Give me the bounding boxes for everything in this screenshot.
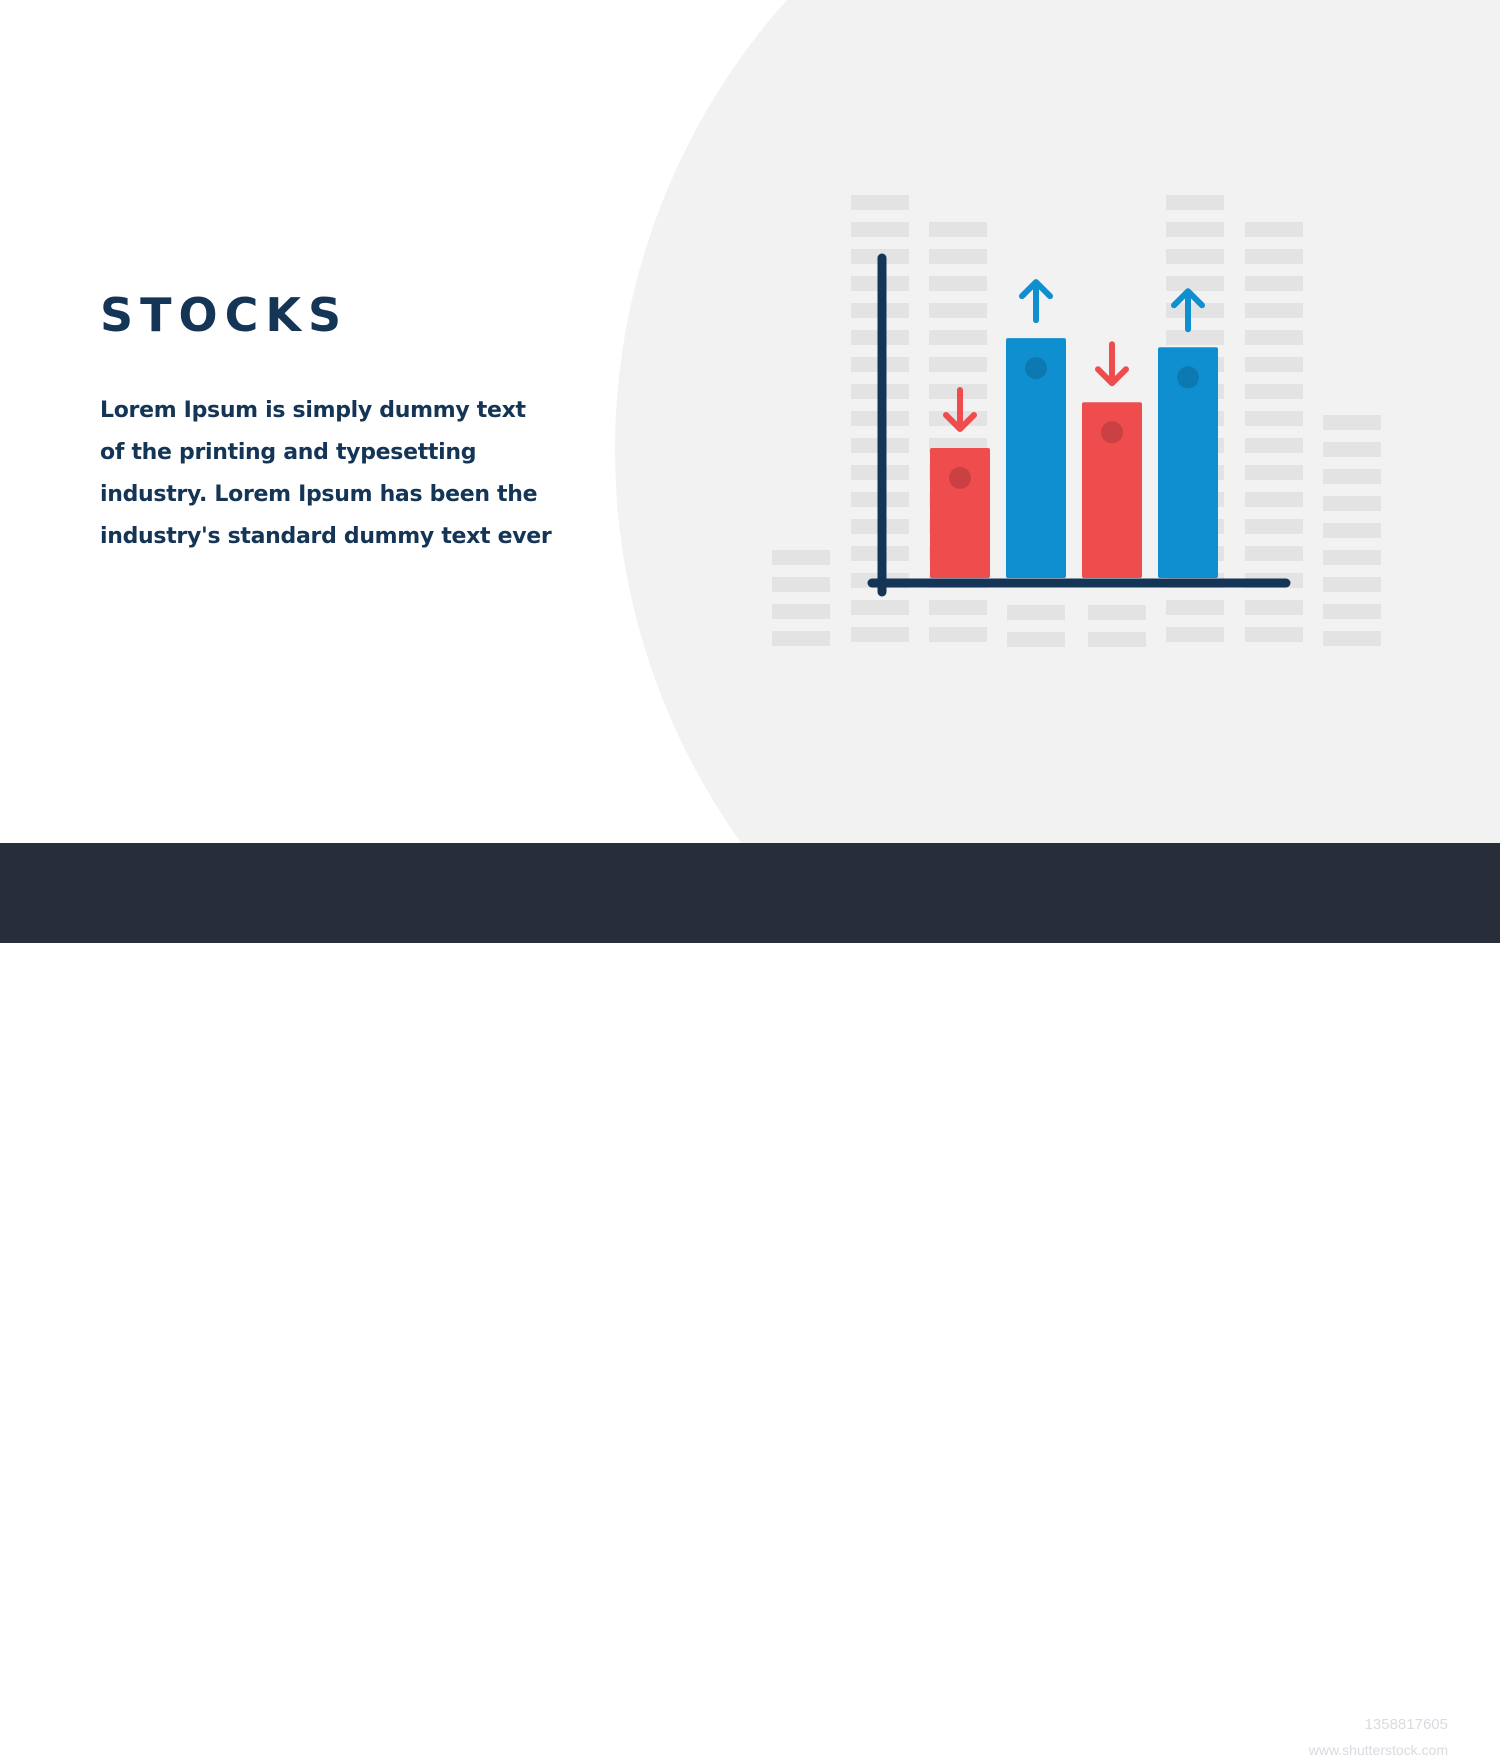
image-id-value: 1358817605	[1364, 1716, 1448, 1733]
background-stripe	[1323, 631, 1381, 646]
arrow-down-icon	[1095, 341, 1129, 387]
background-stripe	[851, 627, 909, 642]
bar-chart-illustration	[772, 195, 1381, 647]
background-stripe	[1323, 577, 1381, 592]
background-stripe	[1245, 411, 1303, 426]
background-stripe	[772, 631, 830, 646]
background-stripe	[1166, 600, 1224, 615]
image-id-label: IMAGE ID:	[1287, 1716, 1361, 1733]
background-stripe	[1166, 249, 1224, 264]
background-stripe	[1245, 627, 1303, 642]
website: www.shutterstock.com	[1308, 1742, 1448, 1758]
bar-monero	[1158, 347, 1218, 578]
illustration: STOCKS Lorem Ipsum is simply dummy text …	[0, 0, 1500, 843]
arrow-down-icon	[943, 386, 977, 432]
background-stripe	[929, 249, 987, 264]
background-stripe	[929, 330, 987, 345]
background-stripe	[1245, 222, 1303, 237]
background-stripe	[1007, 632, 1065, 647]
description: Lorem Ipsum is simply dummy text of the …	[100, 390, 580, 558]
background-stripe	[1245, 519, 1303, 534]
background-stripe	[1088, 605, 1146, 620]
background-stripe	[929, 276, 987, 291]
background-stripe	[929, 600, 987, 615]
background-stripe	[1245, 546, 1303, 561]
background-stripe	[1323, 550, 1381, 565]
image-id: IMAGE ID: 1358817605	[1287, 1716, 1448, 1733]
bar-zcash	[1082, 402, 1142, 578]
background-stripe	[1323, 442, 1381, 457]
background-stripe	[1166, 222, 1224, 237]
background-stripe	[1166, 627, 1224, 642]
bitcoin-icon	[1025, 357, 1047, 380]
background-stripe	[772, 604, 830, 619]
description-line: industry's standard dummy text ever	[100, 524, 552, 549]
page-title: STOCKS	[100, 288, 349, 342]
shutterstock-logo: shutterstock	[53, 1710, 313, 1762]
bar-bitcoin	[1006, 338, 1066, 578]
monero-icon	[1177, 366, 1199, 389]
background-stripe	[1245, 384, 1303, 399]
background-stripe	[1166, 276, 1224, 291]
background-stripe	[1245, 330, 1303, 345]
background-stripe	[1245, 465, 1303, 480]
background-stripe	[851, 222, 909, 237]
background-stripe	[929, 222, 987, 237]
background-stripe	[851, 600, 909, 615]
background-stripe	[1323, 604, 1381, 619]
background-stripe	[929, 627, 987, 642]
background-stripe	[929, 357, 987, 372]
background-stripe	[1323, 469, 1381, 484]
footer: shutterstock IMAGE ID: 1358817605 www.sh…	[0, 843, 1500, 1762]
background-stripe	[1007, 605, 1065, 620]
background-stripe	[1166, 303, 1224, 318]
background-stripe	[1166, 195, 1224, 210]
background-stripe	[1245, 492, 1303, 507]
description-line: of the printing and typesetting	[100, 440, 477, 465]
description-line: Lorem Ipsum is simply dummy text	[100, 398, 526, 423]
description-line: industry. Lorem Ipsum has been the	[100, 482, 538, 507]
zcash-icon	[1101, 421, 1123, 444]
arrow-up-icon	[1171, 288, 1205, 333]
background-stripe	[772, 550, 830, 565]
background-stripe	[1323, 496, 1381, 511]
background-stripe	[1245, 357, 1303, 372]
arrow-up-icon	[1019, 279, 1053, 324]
background-stripe	[1245, 438, 1303, 453]
background-stripe	[1088, 632, 1146, 647]
background-stripe	[1166, 330, 1224, 345]
bar-dash	[930, 447, 990, 578]
background-stripe	[1323, 415, 1381, 430]
dash-icon	[949, 466, 971, 489]
background-stripe	[929, 303, 987, 318]
background-stripe	[1245, 276, 1303, 291]
background-stripe	[772, 577, 830, 592]
background-stripe	[1323, 523, 1381, 538]
background-stripe	[1245, 600, 1303, 615]
background-stripe	[1245, 249, 1303, 264]
background-stripe	[851, 195, 909, 210]
background-stripe	[1245, 303, 1303, 318]
